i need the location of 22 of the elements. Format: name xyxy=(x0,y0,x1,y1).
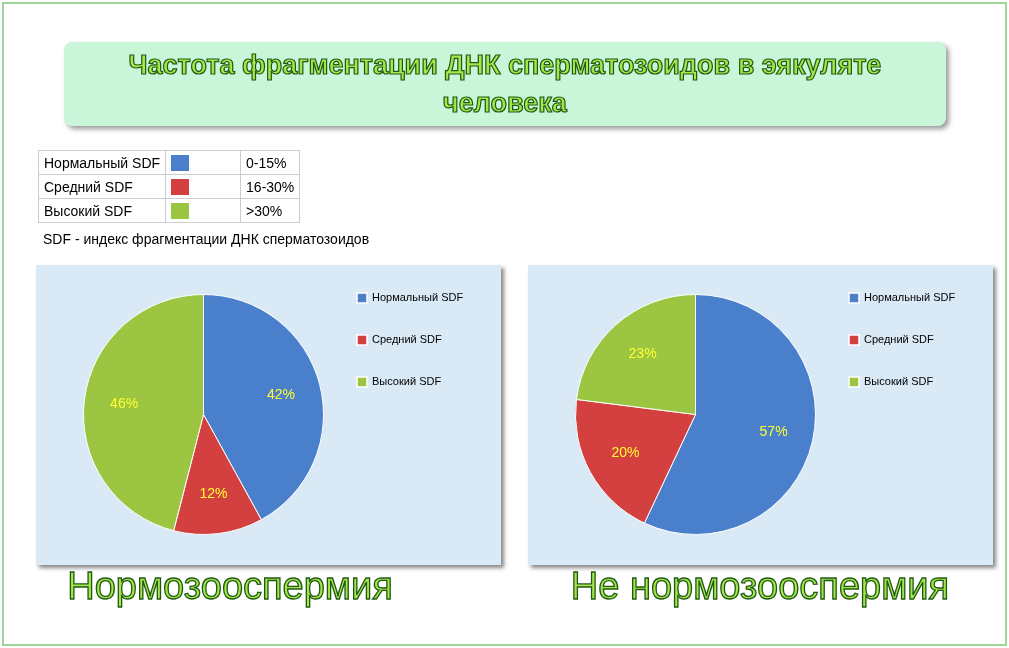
text: 0-15% xyxy=(240,150,300,175)
text: Нормозооспермия xyxy=(66,565,394,608)
legend-label: Нормальный SDF xyxy=(864,291,956,303)
data-label: 46% xyxy=(110,395,139,412)
text: >30% xyxy=(240,198,300,223)
legend-label: Высокий SDF xyxy=(372,375,442,387)
slice-label: Высокий SDF xyxy=(38,198,166,223)
data-label: 42% xyxy=(266,385,295,402)
category-label: Нормальный SDF xyxy=(44,154,161,171)
data-label: 57% xyxy=(759,422,788,439)
category-label: Средний SDF xyxy=(44,178,133,195)
text: Не нормозооспермия xyxy=(569,565,951,608)
text: SDF - индекс фрагментации ДНК сперматозоидов xyxy=(43,231,370,247)
legend-label: Средний SDF xyxy=(372,333,443,345)
legend-label: Нормальный SDF xyxy=(372,291,464,303)
legend-label: Высокий SDF xyxy=(864,375,934,387)
data-label: 23% xyxy=(628,345,657,362)
legend-label: Средний SDF xyxy=(864,333,935,345)
data-label: 12% xyxy=(199,484,228,501)
chart-title: Частота фрагментации ДНК сперматозоидов в эякуляте человека xyxy=(64,42,946,126)
data-label: 20% xyxy=(611,444,640,461)
text: 16-30% xyxy=(240,174,300,199)
